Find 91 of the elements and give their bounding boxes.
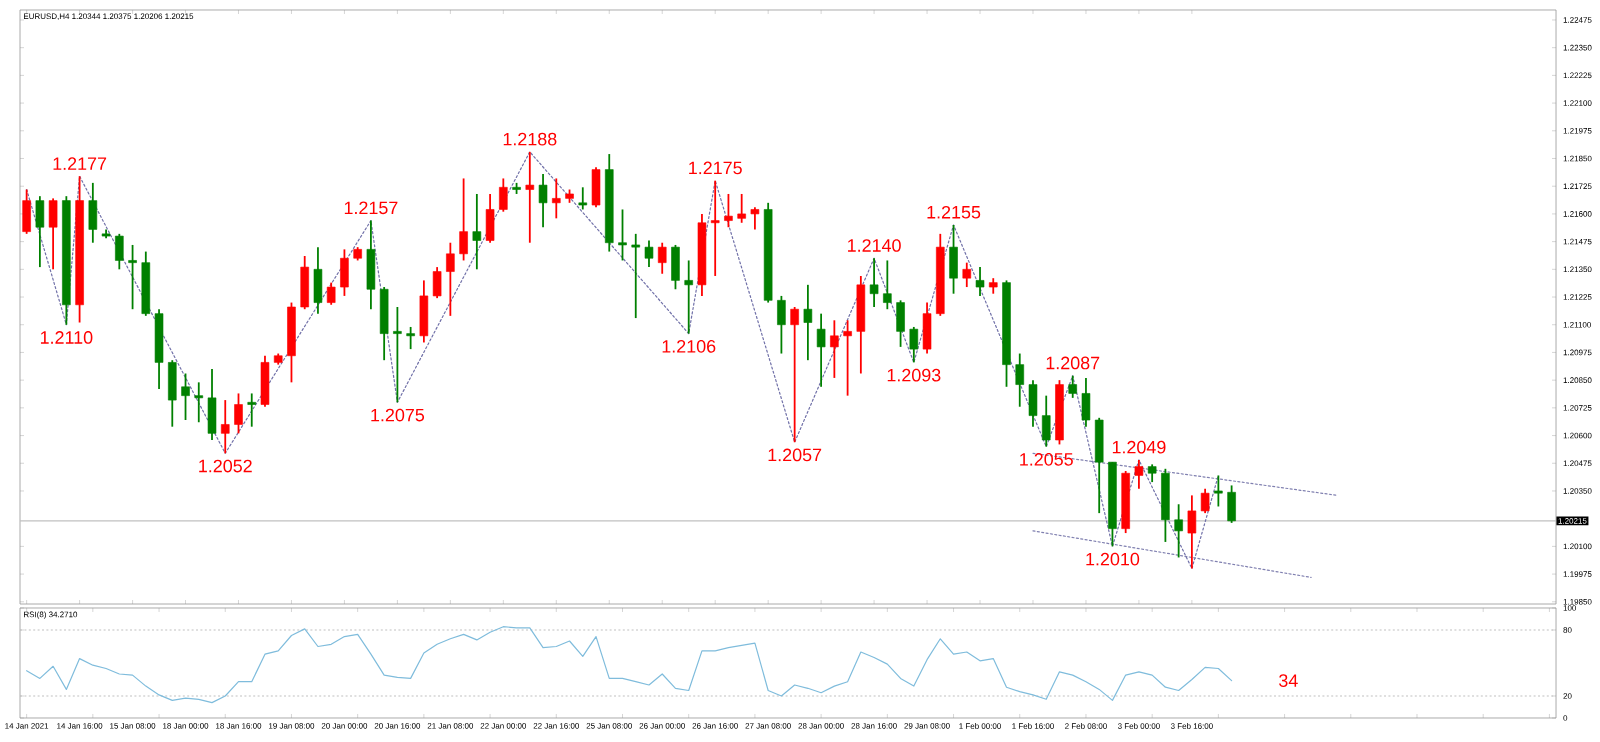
candlestick (207, 368, 217, 441)
candlestick (300, 255, 309, 311)
candlestick (260, 354, 270, 408)
candlestick (922, 301, 932, 355)
candlestick (830, 319, 839, 379)
candlestick (366, 219, 376, 311)
candlestick (22, 188, 31, 235)
candlestick (1134, 459, 1144, 490)
annotation: 1.2057 (768, 448, 822, 462)
candlestick (379, 286, 389, 362)
candlestick (591, 166, 601, 209)
candlestick (618, 208, 627, 262)
annotation: 1.2093 (887, 368, 941, 382)
candlestick (975, 266, 985, 297)
candlestick (234, 392, 243, 435)
candlestick (1094, 416, 1104, 515)
candlestick (883, 259, 892, 311)
candlestick (194, 381, 204, 424)
annotation: 1.2188 (503, 132, 557, 146)
candlestick (1227, 484, 1236, 524)
candlestick (710, 179, 720, 277)
candlestick (644, 239, 654, 268)
annotation: 1.2157 (344, 201, 398, 215)
candlestick (48, 197, 58, 271)
annotation: 1.2087 (1046, 356, 1100, 370)
candlestick (896, 299, 905, 348)
candlestick (1174, 503, 1183, 559)
candlestick (538, 173, 548, 229)
candlestick (115, 232, 124, 271)
candlestick (724, 193, 733, 229)
candlestick (843, 319, 852, 397)
candlestick (1161, 467, 1170, 543)
candlestick (326, 281, 336, 306)
candlestick (1041, 394, 1051, 448)
candlestick (220, 399, 230, 455)
annotation: 1.2155 (927, 205, 981, 219)
annotation: 34 (1279, 674, 1298, 687)
candlestick (552, 177, 561, 220)
candlestick (671, 244, 680, 291)
candlestick (35, 195, 45, 268)
candlestick (499, 177, 508, 213)
candlestick (737, 193, 746, 224)
candlestick (869, 257, 879, 308)
annotation: 1.2075 (371, 408, 425, 422)
candlestick (88, 181, 98, 244)
candlestick (1028, 379, 1038, 428)
candlestick (684, 259, 693, 335)
candlestick (803, 283, 813, 362)
candlestick (777, 295, 786, 355)
candlestick (313, 246, 323, 315)
candlestick (485, 193, 495, 244)
annotation: 1.2177 (53, 157, 107, 170)
annotation: 1.2049 (1112, 440, 1166, 454)
annotation: 1.2106 (662, 339, 716, 353)
candlestick (525, 150, 535, 244)
candlestick (1187, 494, 1197, 570)
candlestick (578, 186, 588, 211)
candlestick (816, 312, 826, 388)
candlestick (1081, 377, 1091, 428)
candlestick (340, 248, 349, 297)
candlestick (446, 241, 455, 317)
candlestick (856, 275, 866, 375)
candlestick (128, 244, 137, 311)
candlestick (657, 241, 667, 275)
candlestick (1214, 474, 1223, 508)
candlestick (247, 392, 257, 428)
candlestick (949, 224, 958, 295)
candlestick (1015, 352, 1025, 408)
annotation: 1.2175 (689, 161, 742, 175)
annotation: 1.2110 (40, 331, 93, 344)
candlestick (432, 266, 442, 300)
candlestick (909, 326, 919, 364)
candlestick (459, 177, 468, 262)
annotation: 1.2140 (848, 239, 901, 252)
annotation: 1.2055 (1020, 453, 1073, 466)
annotation: 1.2010 (1086, 552, 1140, 566)
candlestick (406, 326, 415, 351)
candlestick (962, 261, 972, 288)
candlestick (181, 372, 190, 421)
line-series (26, 626, 1233, 704)
candlestick (393, 306, 402, 404)
annotation: 1.2052 (199, 459, 252, 473)
candlestick (419, 279, 429, 344)
candlestick (631, 232, 641, 319)
line-series (26, 151, 1219, 570)
candlestick (1200, 487, 1210, 515)
candlestick (168, 359, 177, 428)
candlestick (750, 206, 760, 231)
candlestick (1068, 374, 1077, 399)
candlestick (472, 193, 482, 271)
candlestick (790, 306, 799, 444)
